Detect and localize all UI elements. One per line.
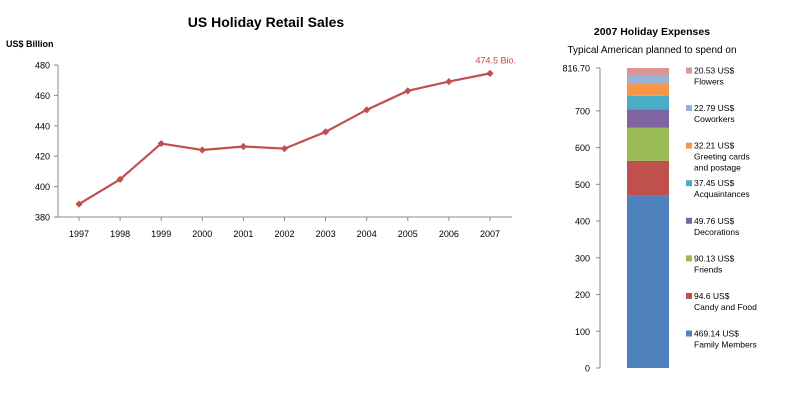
bar-chart-y-tick-label: 700	[575, 106, 590, 116]
legend-name: and postage	[694, 163, 741, 173]
line-chart-point	[445, 77, 453, 86]
line-chart-x-ticks: 1997 1998 1999 2000 2001 2002 2003 2004 2005 2006…	[69, 217, 500, 239]
bar-chart-y-tick-label: 816.70	[562, 64, 590, 74]
line-chart-point	[486, 69, 494, 77]
bar-chart-y-tick-label: 300	[575, 253, 590, 263]
line-chart-y-axis-label: US$ Billion	[6, 39, 54, 49]
legend-swatch	[686, 180, 692, 187]
bar-chart-y-tick-label: 200	[575, 290, 590, 300]
legend-swatch	[686, 67, 692, 74]
legend-value: 32.21 US$	[694, 141, 734, 151]
bar-segment	[627, 68, 669, 76]
line-chart-y-tick-label: 400	[35, 182, 50, 192]
line-chart-point	[239, 142, 247, 151]
line-chart-point	[404, 87, 412, 95]
bar-segment	[627, 127, 669, 161]
line-chart-x-tick-label: 2001	[233, 229, 253, 239]
bar-segment	[627, 83, 669, 96]
bar-chart-y-ticks: 0 100 200 300 400 500 600 700 816.70	[562, 64, 600, 374]
legend-name: Flowers	[694, 77, 724, 87]
retail-sales-line-chart: US Holiday Retail Sales US$ Billion 380 4…	[6, 14, 516, 239]
bar-segment	[627, 75, 669, 84]
line-chart-y-tick-label: 460	[35, 91, 50, 101]
bar-segment	[627, 195, 669, 368]
line-chart-x-tick-label: 2000	[192, 229, 212, 239]
line-chart-y-ticks: 380 400 420 440 460 480	[35, 61, 58, 223]
legend-item: 90.13 US$Friends	[686, 253, 734, 274]
line-chart-y-tick-label: 380	[35, 213, 50, 223]
legend-item: 37.45 US$Acquaintances	[686, 178, 750, 199]
line-chart-point	[116, 175, 124, 183]
line-chart-point	[280, 145, 289, 153]
legend-name: Friends	[694, 264, 722, 274]
line-chart-x-tick-label: 1998	[110, 229, 130, 239]
line-chart-x-tick-label: 1997	[69, 229, 89, 239]
legend-item: 469.14 US$Family Members	[686, 329, 757, 350]
legend-swatch	[686, 330, 692, 337]
legend-name: Family Members	[694, 340, 757, 350]
legend-value: 94.6 US$	[694, 291, 730, 301]
holiday-expenses-stacked-bar: 2007 Holiday Expenses Typical American p…	[562, 26, 757, 374]
line-chart-x-tick-label: 2007	[480, 229, 500, 239]
bar-chart-y-tick-label: 0	[585, 364, 590, 374]
line-chart-y-tick-label: 440	[35, 121, 50, 131]
line-chart-point	[157, 139, 165, 148]
legend-item: 49.76 US$Decorations	[686, 216, 739, 237]
legend-item: 20.53 US$Flowers	[686, 66, 734, 87]
line-chart-y-tick-label: 420	[35, 152, 50, 162]
bar-chart-y-tick-label: 500	[575, 180, 590, 190]
legend-value: 469.14 US$	[694, 329, 739, 339]
line-chart-x-tick-label: 2004	[357, 229, 377, 239]
line-chart-point	[322, 128, 330, 136]
legend-swatch	[686, 292, 692, 299]
legend-item: 94.6 US$Candy and Food	[686, 291, 757, 312]
bar-chart-y-tick-label: 400	[575, 217, 590, 227]
bar-chart-segments	[627, 68, 669, 368]
line-chart-point	[363, 106, 371, 114]
legend-name: Acquaintances	[694, 189, 750, 199]
line-chart-x-tick-label: 1999	[151, 229, 171, 239]
legend-swatch	[686, 255, 692, 262]
legend-item: 22.79 US$Coworkers	[686, 103, 735, 124]
line-chart-series	[75, 69, 494, 208]
bar-chart-y-tick-label: 100	[575, 327, 590, 337]
line-chart-x-tick-label: 2005	[398, 229, 418, 239]
bar-segment	[627, 160, 669, 196]
bar-chart-subtitle: Typical American planned to spend on	[568, 45, 737, 56]
line-chart-title: US Holiday Retail Sales	[188, 14, 345, 30]
legend-name: Candy and Food	[694, 302, 757, 312]
legend-value: 90.13 US$	[694, 253, 734, 263]
legend-name: Greeting cards	[694, 152, 750, 162]
line-chart-x-tick-label: 2003	[316, 229, 336, 239]
bar-chart-legend: 20.53 US$Flowers 22.79 US$Coworkers 32.21 …	[686, 66, 757, 350]
line-chart-x-tick-label: 2002	[274, 229, 294, 239]
line-chart-point	[75, 200, 83, 208]
legend-value: 49.76 US$	[694, 216, 734, 226]
legend-swatch	[686, 105, 692, 112]
line-chart-annotation: 474.5 Bio.	[475, 55, 516, 65]
line-chart-y-tick-label: 480	[35, 61, 50, 71]
line-chart-series-line	[78, 72, 491, 206]
legend-name: Decorations	[694, 227, 739, 237]
bar-segment	[627, 109, 669, 128]
bar-chart-y-tick-label: 600	[575, 143, 590, 153]
legend-value: 22.79 US$	[694, 103, 734, 113]
legend-name: Coworkers	[694, 114, 735, 124]
legend-value: 20.53 US$	[694, 66, 734, 76]
legend-swatch	[686, 142, 692, 149]
bar-segment	[627, 95, 669, 110]
line-chart-point	[198, 146, 206, 154]
legend-value: 37.45 US$	[694, 178, 734, 188]
legend-swatch	[686, 217, 692, 224]
bar-chart-title: 2007 Holiday Expenses	[594, 26, 710, 38]
line-chart-x-tick-label: 2006	[439, 229, 459, 239]
